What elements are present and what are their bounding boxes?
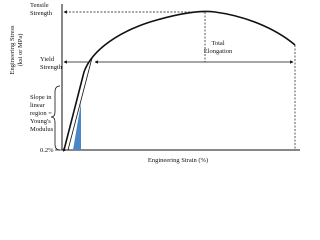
slope-triangle: [73, 103, 81, 150]
slope-note: Modulus: [30, 126, 54, 133]
slope-note: Young's: [30, 118, 51, 125]
y-axis-label: (ksi or MPa): [17, 34, 24, 67]
x-axis-label: Engineering Strain (%): [148, 157, 208, 164]
offset-label: 0.2%: [40, 147, 54, 154]
elongation-label: Total: [211, 40, 224, 47]
slope-note: Slope in: [30, 94, 52, 101]
stress-strain-curve: [63, 10, 296, 151]
offset-line: [67, 57, 93, 151]
elongation-label: Elongation: [204, 48, 233, 55]
tensile-label: Tensile: [30, 2, 49, 9]
yield-label: Yield: [40, 56, 55, 63]
yield-label: Strength: [40, 64, 63, 71]
bracket: [50, 85, 61, 151]
tensile-label: Strength: [30, 10, 53, 17]
y-axis-label: Engineering Stress: [9, 25, 16, 74]
slope-note: linear: [30, 102, 46, 109]
slope-note: region =: [30, 110, 52, 117]
stress-strain-diagram: Tensile Strength Yield Strength Total El…: [9, 2, 300, 164]
